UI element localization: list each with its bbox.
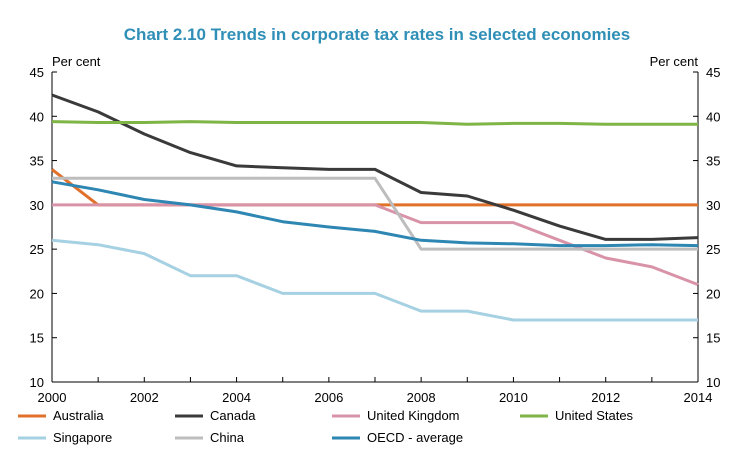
y-tick-label-right: 30: [706, 198, 720, 213]
x-tick-label: 2014: [684, 390, 713, 405]
y-tick-label-left: 45: [30, 65, 44, 80]
legend-label-canada: Canada: [210, 408, 256, 423]
legend: Australia Canada United Kingdom United Stat…: [18, 408, 634, 445]
x-tick-label: 2004: [222, 390, 251, 405]
legend-label-united-states: United States: [555, 408, 634, 423]
x-tick-label: 2010: [499, 390, 528, 405]
y-tick-label-right: 35: [706, 154, 720, 169]
y-tick-label-left: 15: [30, 331, 44, 346]
left-axis-unit: Per cent: [52, 54, 101, 69]
legend-label-oecd-average: OECD - average: [367, 430, 463, 445]
chart-title: Chart 2.10 Trends in corporate tax rates…: [124, 25, 630, 44]
y-tick-label-right: 40: [706, 109, 720, 124]
legend-label-china: China: [210, 430, 245, 445]
y-tick-label-left: 35: [30, 154, 44, 169]
x-tick-label: 2008: [407, 390, 436, 405]
legend-label-australia: Australia: [53, 408, 104, 423]
y-tick-label-right: 10: [706, 375, 720, 390]
legend-label-united-kingdom: United Kingdom: [367, 408, 460, 423]
series-line-united-kingdom: [52, 203, 699, 287]
y-tick-label-left: 20: [30, 286, 44, 301]
y-tick-label-right: 15: [706, 331, 720, 346]
series-line-united-states: [51, 120, 698, 126]
series-line-canada: [51, 93, 699, 241]
x-tick-label: 2012: [591, 390, 620, 405]
x-tick-label: 2002: [130, 390, 159, 405]
x-tick-label: 2000: [38, 390, 67, 405]
y-tick-label-left: 30: [30, 198, 44, 213]
legend-label-singapore: Singapore: [53, 430, 112, 445]
y-tick-label-right: 25: [706, 242, 720, 257]
axes: 10 10 15 15 20 20 25 25 30 30 35 35 40 40 45 45 2000 2002…: [30, 65, 721, 405]
series-line-china: [52, 176, 698, 251]
y-tick-label-left: 40: [30, 109, 44, 124]
y-tick-label-right: 20: [706, 286, 720, 301]
y-tick-label-left: 10: [30, 375, 44, 390]
right-axis-unit: Per cent: [650, 54, 699, 69]
series-line-oecd-average: [51, 180, 699, 248]
y-tick-label-right: 45: [706, 65, 720, 80]
series-lines: [51, 93, 699, 322]
y-tick-label-left: 25: [30, 242, 44, 257]
x-tick-label: 2006: [314, 390, 343, 405]
series-line-singapore: [51, 238, 698, 322]
